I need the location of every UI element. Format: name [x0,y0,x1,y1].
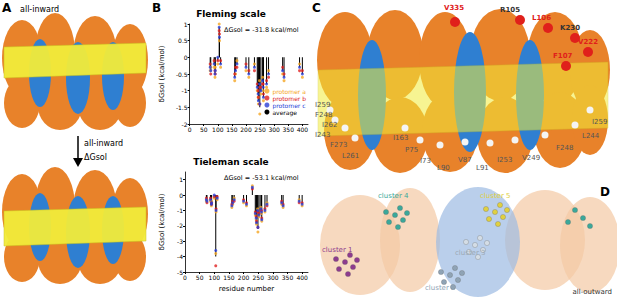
svg-text:300: 300 [268,126,280,133]
svg-text:L244: L244 [582,132,600,140]
svg-text:cluster 4: cluster 4 [378,192,409,200]
svg-text:0.5: 0.5 [178,37,188,44]
svg-text:D: D [600,185,610,199]
svg-text:250: 250 [252,274,264,281]
svg-text:-4: -4 [177,253,183,260]
svg-text:400: 400 [296,274,308,281]
svg-text:50: 50 [196,274,204,281]
svg-text:-1: -1 [177,207,183,214]
svg-text:I259: I259 [592,118,607,126]
svg-text:all-inward: all-inward [20,5,59,14]
svg-text:V87: V87 [458,156,472,164]
svg-text:residue number: residue number [219,285,274,293]
svg-text:F273: F273 [330,141,347,149]
svg-text:L91: L91 [476,164,489,172]
svg-text:100: 100 [212,126,224,133]
svg-text:L106: L106 [532,14,551,22]
svg-text:0: 0 [179,192,183,199]
svg-text:I243: I243 [315,131,330,139]
svg-text:all-outward: all-outward [572,288,612,296]
svg-text:50: 50 [200,126,208,133]
svg-text:L261: L261 [342,152,359,160]
svg-text:100: 100 [209,274,221,281]
svg-text:V249: V249 [522,154,540,162]
svg-text:-5: -5 [177,268,183,276]
svg-text:ΔGsol = -53.1 kcal/mol: ΔGsol = -53.1 kcal/mol [224,174,299,182]
svg-text:-2: -2 [181,120,188,128]
svg-text:protomer a: protomer a [272,87,306,95]
svg-text:C: C [312,1,321,15]
svg-text:V222: V222 [578,38,598,46]
svg-text:-1.5: -1.5 [176,104,188,111]
svg-text:L90: L90 [437,164,450,172]
svg-text:cluster 1: cluster 1 [322,246,353,254]
svg-text:350: 350 [282,274,294,281]
svg-text:-2: -2 [177,222,183,229]
svg-text:400: 400 [297,126,309,133]
svg-text:0: 0 [188,126,192,133]
svg-text:cluster 2: cluster 2 [425,284,456,292]
svg-text:F248: F248 [556,144,573,152]
svg-text:K230: K230 [560,24,580,32]
svg-text:-1: -1 [182,87,188,94]
svg-text:I73: I73 [420,157,431,165]
svg-text:350: 350 [283,126,295,133]
svg-text:A: A [2,1,12,15]
svg-text:average: average [272,109,297,117]
svg-text:P75: P75 [405,146,418,154]
svg-text:cluster 3: cluster 3 [455,249,486,257]
svg-text:150: 150 [226,126,238,133]
svg-text:0: 0 [183,274,187,281]
svg-text:F107: F107 [553,52,573,60]
svg-text:F248: F248 [315,111,332,119]
svg-text:ΔGsol = -31.8 kcal/mol: ΔGsol = -31.8 kcal/mol [224,26,299,34]
svg-text:cluster 5: cluster 5 [480,192,511,200]
svg-text:1: 1 [184,21,188,28]
svg-text:protomer b: protomer b [272,94,306,102]
svg-text:all-inward: all-inward [84,139,123,148]
svg-text:I262: I262 [322,121,337,129]
svg-text:200: 200 [240,126,252,133]
svg-text:1: 1 [179,176,183,183]
svg-text:-3: -3 [177,238,183,245]
svg-text:δGsol (kcal/mol): δGsol (kcal/mol) [158,45,166,102]
svg-text:150: 150 [223,274,235,281]
svg-text:300: 300 [267,274,279,281]
svg-text:B: B [152,1,161,15]
svg-text:Fleming scale: Fleming scale [196,9,266,19]
svg-text:I163: I163 [393,134,408,142]
svg-text:200: 200 [238,274,250,281]
svg-text:I253: I253 [497,156,512,164]
svg-text:-0.5: -0.5 [176,71,188,78]
svg-text:protomer c: protomer c [272,101,306,109]
svg-text:ΔGsol: ΔGsol [84,153,107,162]
svg-text:δGsol (kcal/mol): δGsol (kcal/mol) [158,193,166,250]
svg-text:250: 250 [254,126,266,133]
svg-text:V335: V335 [444,4,464,12]
svg-text:I259: I259 [315,101,330,109]
svg-text:R105: R105 [500,6,520,14]
svg-text:Tieleman scale: Tieleman scale [193,157,268,167]
svg-text:0: 0 [184,54,188,61]
